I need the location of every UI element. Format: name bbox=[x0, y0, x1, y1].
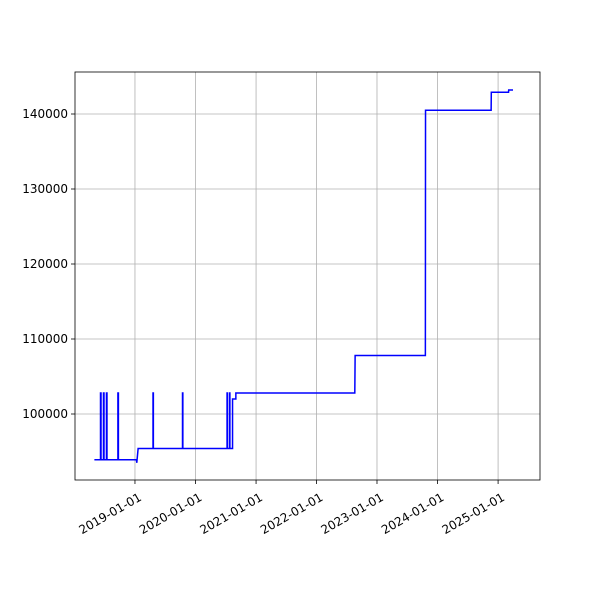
x-tick-label: 2020-01-01 bbox=[137, 490, 204, 537]
y-tick-label: 100000 bbox=[22, 407, 68, 421]
x-tick-label: 2019-01-01 bbox=[76, 490, 143, 537]
data-line bbox=[94, 89, 513, 463]
x-tick-label: 2023-01-01 bbox=[318, 490, 385, 537]
x-tick-label: 2024-01-01 bbox=[379, 490, 446, 537]
y-tick-label: 120000 bbox=[22, 257, 68, 271]
plot-frame bbox=[74, 71, 541, 481]
y-tick-label: 140000 bbox=[22, 107, 68, 121]
x-tick-label: 2025-01-01 bbox=[440, 490, 507, 537]
x-tick-label: 2021-01-01 bbox=[198, 490, 265, 537]
x-tick-label: 2022-01-01 bbox=[258, 490, 325, 537]
y-tick-label: 110000 bbox=[22, 332, 68, 346]
y-tick-label: 130000 bbox=[22, 182, 68, 196]
